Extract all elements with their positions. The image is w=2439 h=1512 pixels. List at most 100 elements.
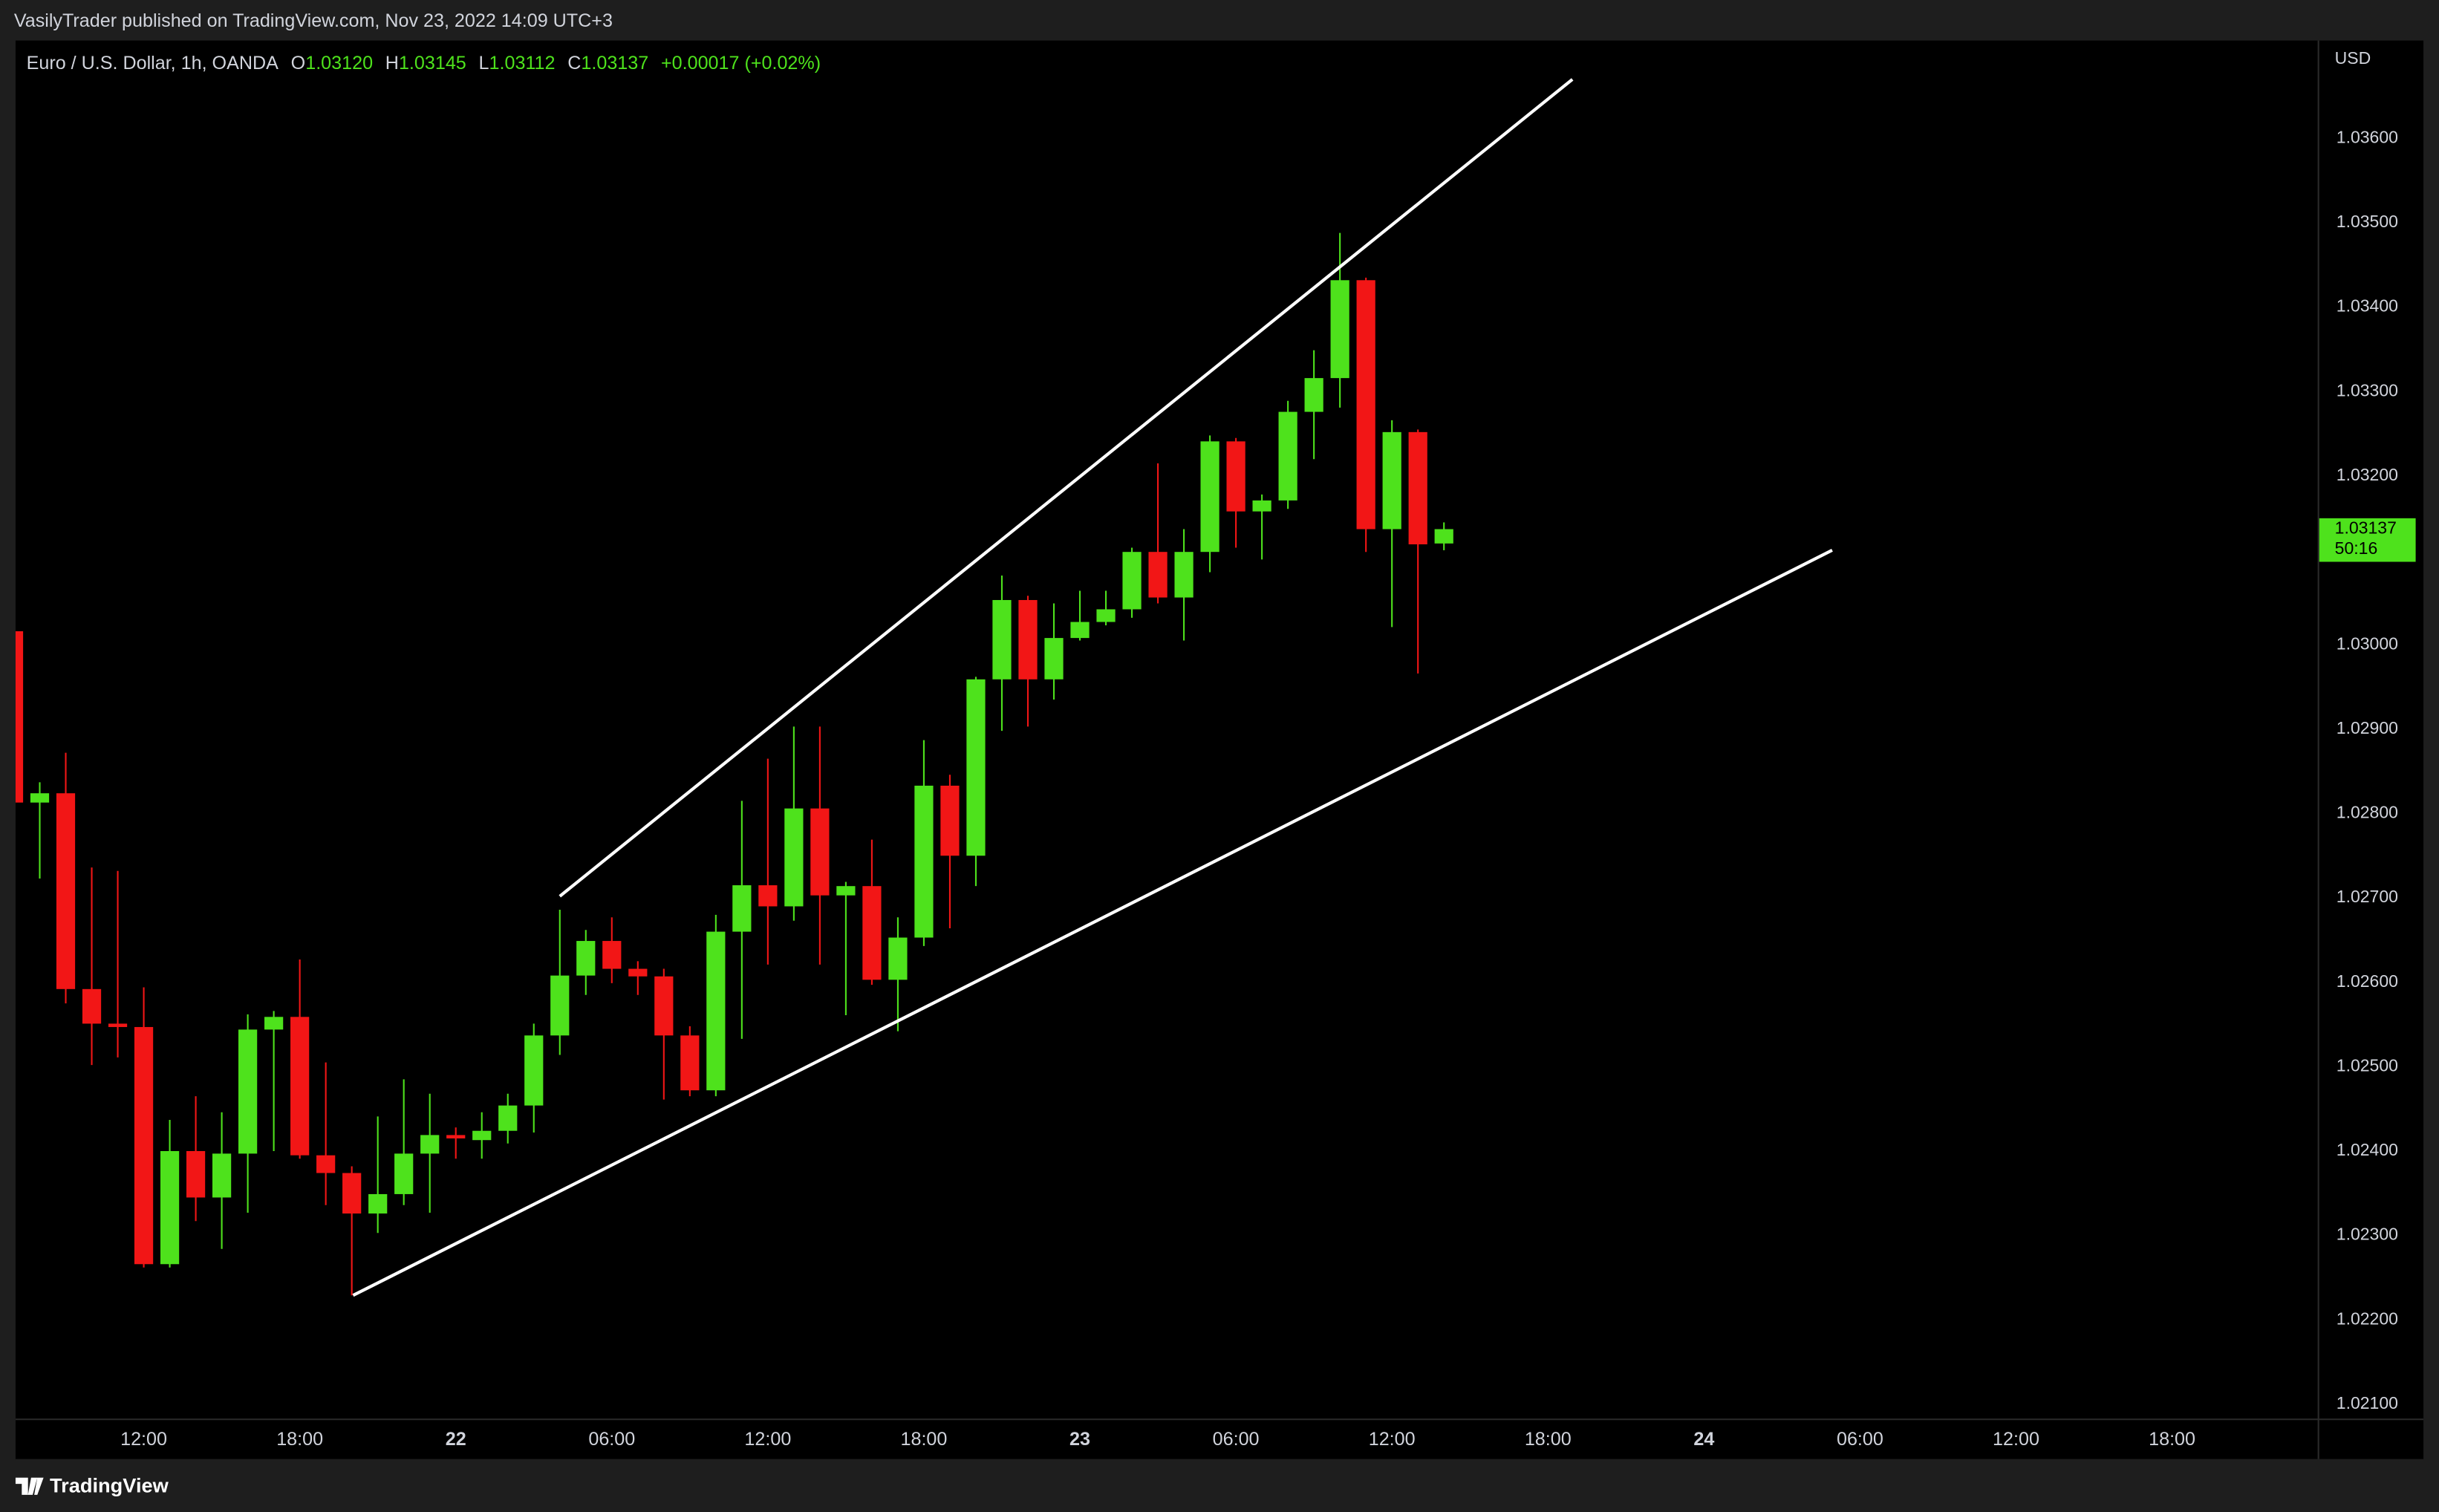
- candle-body: [940, 785, 960, 856]
- candle-body: [654, 976, 674, 1036]
- candle-body: [1070, 622, 1090, 639]
- trend-line: [559, 78, 1574, 898]
- candle-body: [56, 793, 76, 989]
- high-value: 1.03145: [399, 53, 466, 74]
- last-price-box: [2319, 518, 2416, 562]
- candle-body: [134, 1026, 154, 1265]
- countdown: 50:16: [2335, 538, 2378, 558]
- candle-body: [342, 1173, 362, 1214]
- candle-body: [1356, 280, 1375, 529]
- plot-area: [15, 78, 1833, 1297]
- publish-header: VasilyTrader published on TradingView.co…: [14, 10, 613, 31]
- candles: [15, 78, 1833, 1297]
- candle-body: [602, 941, 622, 969]
- x-tick-label: 12:00: [1993, 1429, 2039, 1450]
- candle-body: [1018, 599, 1038, 680]
- candle-body: [1174, 552, 1194, 598]
- candle-body: [550, 975, 570, 1036]
- brand: TradingView: [15, 1474, 169, 1497]
- candle-body: [1226, 441, 1245, 512]
- candle-body: [966, 679, 986, 856]
- x-tick-label: 24: [1693, 1429, 1714, 1450]
- brand-name: TradingView: [50, 1474, 169, 1497]
- low-label: L: [479, 53, 489, 74]
- y-tick-label: 1.03000: [2337, 633, 2398, 653]
- candle-body: [290, 1017, 310, 1156]
- currency-label: USD: [2335, 48, 2371, 68]
- x-tick-label: 22: [446, 1429, 466, 1450]
- candle-body: [810, 808, 830, 896]
- candle-body: [628, 968, 648, 977]
- candle-body: [394, 1153, 414, 1194]
- y-tick-label: 1.03500: [2337, 212, 2398, 231]
- y-tick-label: 1.02100: [2337, 1393, 2398, 1412]
- candle-body: [15, 631, 24, 803]
- last-price: 1.03137: [2335, 518, 2397, 538]
- candle-body: [524, 1035, 544, 1106]
- x-tick-label: 18:00: [1525, 1429, 1572, 1450]
- candle-body: [862, 886, 882, 980]
- candle-body: [108, 1023, 128, 1027]
- y-tick-label: 1.02200: [2337, 1309, 2398, 1328]
- x-tick-label: 18:00: [2149, 1429, 2195, 1450]
- candle-body: [420, 1135, 440, 1154]
- candle-body: [1382, 431, 1401, 529]
- candle-body: [264, 1017, 284, 1030]
- x-tick-label: 06:00: [1213, 1429, 1260, 1450]
- trend-line: [352, 549, 1833, 1297]
- candle-body: [316, 1155, 336, 1173]
- x-tick-label: 12:00: [744, 1429, 791, 1450]
- x-tick-label: 12:00: [1369, 1429, 1416, 1450]
- candle-body: [498, 1105, 518, 1131]
- candle-body: [706, 931, 726, 1091]
- y-tick-label: 1.02900: [2337, 718, 2398, 737]
- candle-body: [784, 808, 804, 907]
- x-tick-label: 06:00: [1837, 1429, 1883, 1450]
- open-label: O: [291, 53, 306, 74]
- y-tick-label: 1.02600: [2337, 971, 2398, 991]
- candle-body: [1278, 411, 1297, 501]
- symbol: Euro / U.S. Dollar, 1h, OANDA: [27, 53, 279, 74]
- candle-body: [446, 1135, 466, 1138]
- y-tick-label: 1.02500: [2337, 1055, 2398, 1075]
- candle-body: [212, 1153, 232, 1198]
- candle-body: [1252, 500, 1271, 512]
- y-tick-label: 1.02300: [2337, 1225, 2398, 1244]
- close-value: 1.03137: [581, 53, 648, 74]
- candle-body: [888, 937, 908, 980]
- candle-body: [368, 1193, 388, 1214]
- x-tick-label: 23: [1069, 1429, 1090, 1450]
- close-label: C: [567, 53, 581, 74]
- candle-body: [186, 1150, 206, 1198]
- y-tick-label: 1.03600: [2337, 127, 2398, 146]
- candle-body: [732, 885, 752, 932]
- candle-body: [1122, 552, 1142, 610]
- y-tick-label: 1.03400: [2337, 296, 2398, 316]
- candle-body: [1304, 378, 1323, 412]
- x-tick-label: 06:00: [588, 1429, 635, 1450]
- y-tick-label: 1.02800: [2337, 803, 2398, 822]
- candle-body: [992, 599, 1012, 680]
- candle-body: [1044, 638, 1064, 680]
- x-tick-label: 18:00: [901, 1429, 948, 1450]
- low-value: 1.03112: [489, 53, 556, 74]
- change-value: +0.00017 (+0.02%): [661, 53, 821, 74]
- candle-body: [160, 1150, 180, 1265]
- candle-body: [1096, 609, 1116, 622]
- candle-body: [1200, 441, 1220, 553]
- candle-body: [30, 793, 50, 803]
- candle-body: [1408, 431, 1427, 544]
- chart-panel: [15, 40, 2424, 1459]
- open-value: 1.03120: [305, 53, 373, 74]
- y-tick-label: 1.02700: [2337, 887, 2398, 906]
- y-tick-label: 1.03200: [2337, 465, 2398, 484]
- candle-body: [576, 941, 596, 976]
- candle-body: [472, 1130, 492, 1141]
- candle-body: [758, 885, 778, 907]
- x-tick-label: 12:00: [120, 1429, 167, 1450]
- y-tick-label: 1.02400: [2337, 1140, 2398, 1159]
- candle-body: [914, 785, 934, 938]
- candle-body: [836, 886, 856, 896]
